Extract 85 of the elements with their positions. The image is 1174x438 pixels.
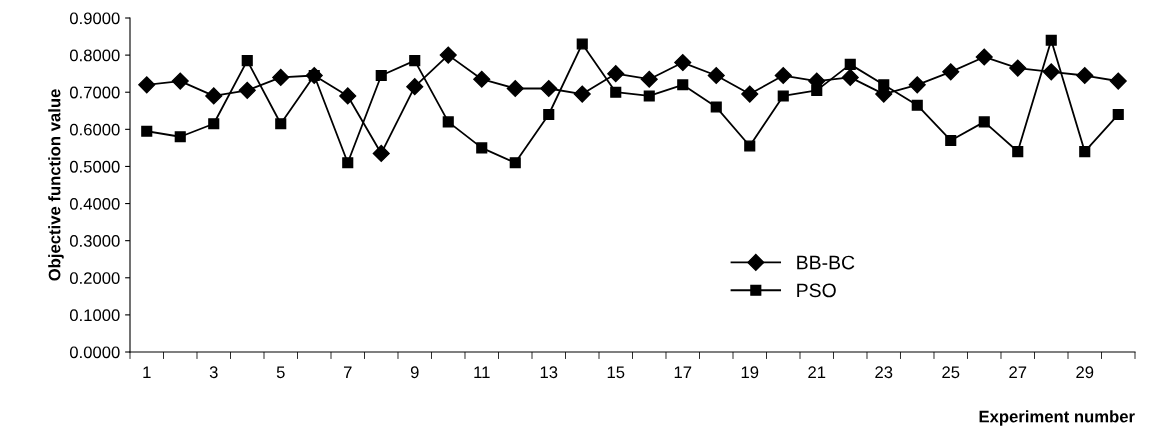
- point: [1045, 34, 1057, 46]
- y-tick-label: 0.7000: [69, 86, 120, 99]
- point: [442, 116, 454, 128]
- point: [375, 69, 387, 82]
- point: [975, 48, 993, 66]
- point: [911, 99, 923, 111]
- point: [878, 79, 890, 91]
- point: [138, 76, 156, 94]
- point: [610, 86, 622, 98]
- point: [677, 79, 689, 91]
- legend-label: PSO: [797, 283, 836, 298]
- point: [777, 90, 789, 102]
- point: [406, 78, 424, 96]
- y-tick-label: 0.4000: [69, 197, 120, 210]
- x-tick-label: 25: [942, 366, 960, 379]
- point: [543, 108, 555, 121]
- point: [573, 85, 591, 103]
- point: [1109, 72, 1127, 90]
- x-axis-title: Experiment number: [979, 410, 1135, 426]
- point: [844, 58, 856, 70]
- point: [342, 157, 354, 169]
- y-tick-label: 0.2000: [69, 272, 120, 284]
- point: [1042, 63, 1060, 81]
- x-tick-label: 21: [808, 366, 826, 378]
- x-tick-label: 27: [1009, 366, 1027, 378]
- point: [439, 46, 457, 64]
- point: [710, 101, 722, 113]
- point: [741, 85, 759, 103]
- point: [576, 38, 588, 50]
- x-tick-label: 1: [143, 366, 151, 378]
- point: [238, 81, 256, 99]
- point: [978, 116, 990, 128]
- point: [205, 87, 223, 105]
- point: [1012, 146, 1024, 158]
- x-tick-label: 29: [1076, 366, 1094, 379]
- point: [174, 131, 186, 143]
- x-tick-label: 13: [540, 366, 558, 379]
- point: [473, 70, 491, 88]
- point: [275, 118, 287, 130]
- y-tick-label: 0.6000: [69, 123, 120, 136]
- y-tick-label: 0.3000: [69, 235, 120, 247]
- x-tick-label: 9: [410, 366, 419, 379]
- y-tick-label: 0.5000: [69, 160, 120, 173]
- point: [1079, 146, 1091, 158]
- legend-label: BB-BC: [797, 255, 855, 270]
- point: [409, 55, 421, 67]
- x-tick-label: 17: [674, 366, 692, 378]
- point: [640, 70, 658, 88]
- point: [643, 90, 655, 102]
- point: [540, 79, 558, 98]
- point: [1112, 108, 1124, 121]
- point: [908, 76, 926, 94]
- point: [945, 134, 957, 147]
- x-tick-label: 7: [343, 366, 352, 378]
- point: [506, 79, 524, 98]
- point: [744, 140, 756, 152]
- point: [141, 125, 153, 137]
- point: [241, 55, 253, 67]
- point: [942, 63, 960, 81]
- x-tick-label: 11: [474, 366, 490, 378]
- point: [509, 157, 521, 169]
- y-axis-title: Objective function value: [48, 89, 64, 281]
- point: [1076, 66, 1094, 85]
- point: [272, 68, 290, 86]
- x-tick-label: 15: [607, 366, 625, 379]
- x-tick-label: 19: [741, 366, 759, 379]
- point: [841, 68, 859, 86]
- y-tick-label: 0.8000: [69, 49, 120, 62]
- x-tick-label: 3: [209, 366, 218, 379]
- point: [811, 84, 823, 96]
- x-tick-label: 23: [875, 366, 893, 379]
- point: [607, 65, 625, 83]
- y-tick-label: 0.9000: [69, 12, 120, 25]
- point: [208, 118, 220, 130]
- point: [476, 142, 488, 154]
- point: [774, 66, 792, 85]
- point: [171, 72, 189, 90]
- point: [674, 53, 692, 72]
- point: [339, 87, 357, 105]
- point: [1009, 59, 1027, 77]
- y-tick-label: 0.1000: [69, 309, 120, 322]
- point: [372, 144, 390, 163]
- x-tick-label: 5: [276, 366, 285, 379]
- point: [707, 66, 725, 85]
- y-tick-label: 0.0000: [69, 346, 120, 359]
